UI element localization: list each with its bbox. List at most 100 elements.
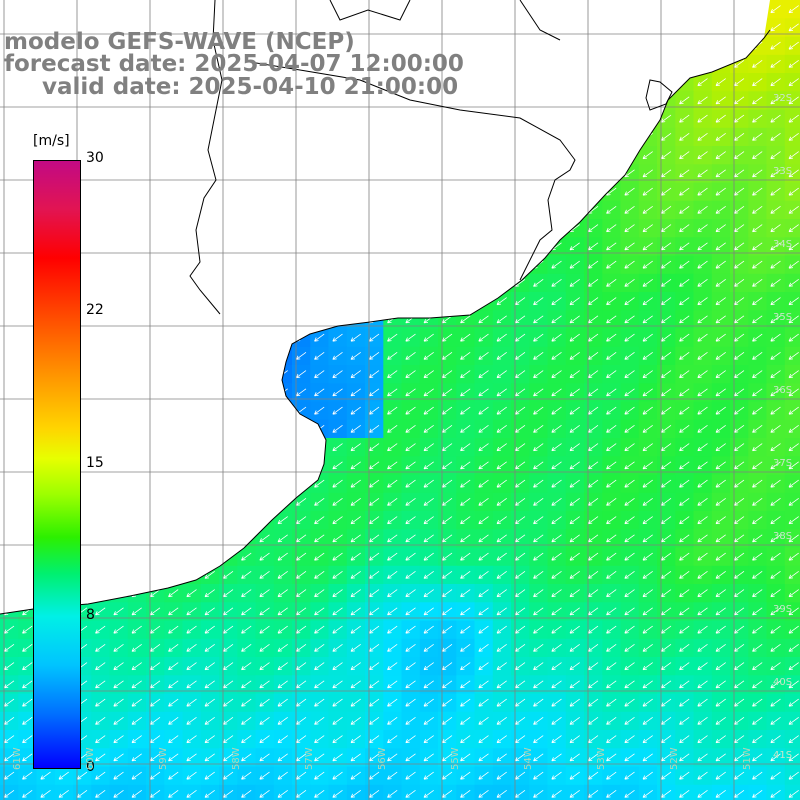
- wind-arrow: [332, 461, 343, 470]
- wind-cell: [784, 602, 800, 622]
- wind-arrow: [770, 461, 781, 470]
- wind-cell: [292, 547, 311, 567]
- wind-cell: [784, 164, 800, 184]
- wind-arrow: [314, 370, 325, 379]
- wind-cell: [91, 638, 111, 658]
- wind-cell: [511, 547, 530, 567]
- wind-cell: [109, 602, 129, 622]
- wind-cell: [711, 255, 731, 275]
- wind-arrow: [770, 78, 781, 87]
- wind-arrow: [697, 771, 708, 780]
- wind-cell: [91, 620, 111, 640]
- wind-cell: [730, 273, 749, 293]
- wind-arrow: [697, 753, 708, 762]
- wind-cell: [675, 365, 695, 384]
- wind-arrow: [715, 151, 726, 160]
- wind-cell: [310, 365, 330, 384]
- wind-arrow: [606, 716, 617, 725]
- wind-arrow: [478, 443, 489, 452]
- wind-arrow: [405, 735, 416, 744]
- wind-cell: [292, 693, 311, 713]
- wind-cell: [675, 383, 695, 403]
- wind-arrow: [770, 589, 781, 598]
- wind-arrow: [606, 607, 617, 616]
- wind-cell: [711, 200, 731, 220]
- wind-arrow: [496, 534, 507, 543]
- wind-cell: [146, 693, 165, 713]
- wind-arrow: [405, 516, 416, 525]
- wind-arrow: [514, 552, 526, 561]
- wind-arrow: [660, 351, 672, 360]
- wind-arrow: [460, 789, 471, 798]
- wind-cell: [328, 492, 348, 512]
- wind-cell: [584, 657, 603, 676]
- wind-arrow: [460, 516, 471, 525]
- wind-arrow: [533, 735, 544, 744]
- wind-cell: [492, 693, 512, 713]
- wind-cell: [146, 602, 165, 622]
- wind-cell: [419, 419, 439, 439]
- wind-cell: [730, 237, 749, 257]
- wind-arrow: [715, 315, 726, 324]
- wind-cell: [584, 638, 603, 658]
- wind-cell: [675, 711, 695, 731]
- wind-cell: [346, 328, 366, 348]
- wind-cell: [255, 584, 275, 603]
- wind-arrow: [241, 552, 252, 561]
- wind-cell: [438, 438, 457, 457]
- wind-cell: [730, 456, 749, 476]
- wind-cell: [547, 383, 567, 403]
- wind-arrow: [606, 662, 617, 671]
- wind-arrow: [587, 370, 599, 379]
- wind-cell: [237, 638, 257, 658]
- wind-arrow: [460, 388, 471, 397]
- wind-arrow: [332, 789, 343, 798]
- wind-cell: [784, 748, 800, 768]
- wind-arrow: [368, 461, 380, 470]
- wind-cell: [255, 620, 275, 640]
- wind-cell: [529, 620, 549, 640]
- wind-arrow: [551, 662, 562, 671]
- wind-cell: [602, 200, 622, 220]
- wind-cell: [693, 766, 713, 786]
- wind-arrow: [752, 771, 763, 780]
- wind-cell: [657, 292, 676, 311]
- wind-cell: [365, 547, 384, 567]
- wind-cell: [456, 438, 476, 457]
- wind-arrow: [496, 315, 507, 324]
- wind-arrow: [679, 406, 690, 415]
- wind-cell: [602, 474, 622, 494]
- wind-arrow: [715, 96, 726, 105]
- wind-arrow: [733, 132, 745, 141]
- wind-arrow: [733, 461, 745, 470]
- wind-arrow: [788, 607, 799, 616]
- wind-cell: [565, 456, 585, 476]
- wind-cell: [346, 748, 366, 768]
- wind-arrow: [204, 680, 215, 689]
- wind-cell: [365, 511, 384, 530]
- wind-cell: [766, 54, 786, 74]
- wind-cell: [602, 456, 622, 476]
- wind-arrow: [660, 534, 672, 543]
- wind-arrow: [715, 78, 726, 87]
- wind-cell: [401, 365, 421, 384]
- wind-cell: [620, 365, 640, 384]
- wind-cell: [91, 711, 111, 731]
- wind-cell: [401, 748, 421, 768]
- wind-cell: [383, 328, 403, 348]
- wind-cell: [784, 766, 800, 786]
- wind-arrow: [733, 297, 745, 306]
- wind-cell: [346, 511, 366, 530]
- wind-arrow: [332, 716, 343, 725]
- wind-cell: [383, 693, 403, 713]
- wind-arrow: [314, 479, 325, 488]
- wind-arrow: [606, 461, 617, 470]
- wind-cell: [565, 492, 585, 512]
- wind-arrow: [460, 570, 471, 579]
- wind-arrow: [332, 497, 343, 506]
- wind-arrow: [788, 388, 799, 397]
- wind-cell: [529, 346, 549, 366]
- wind-cell: [620, 693, 640, 713]
- wind-arrow: [259, 753, 270, 762]
- wind-arrow: [606, 497, 617, 506]
